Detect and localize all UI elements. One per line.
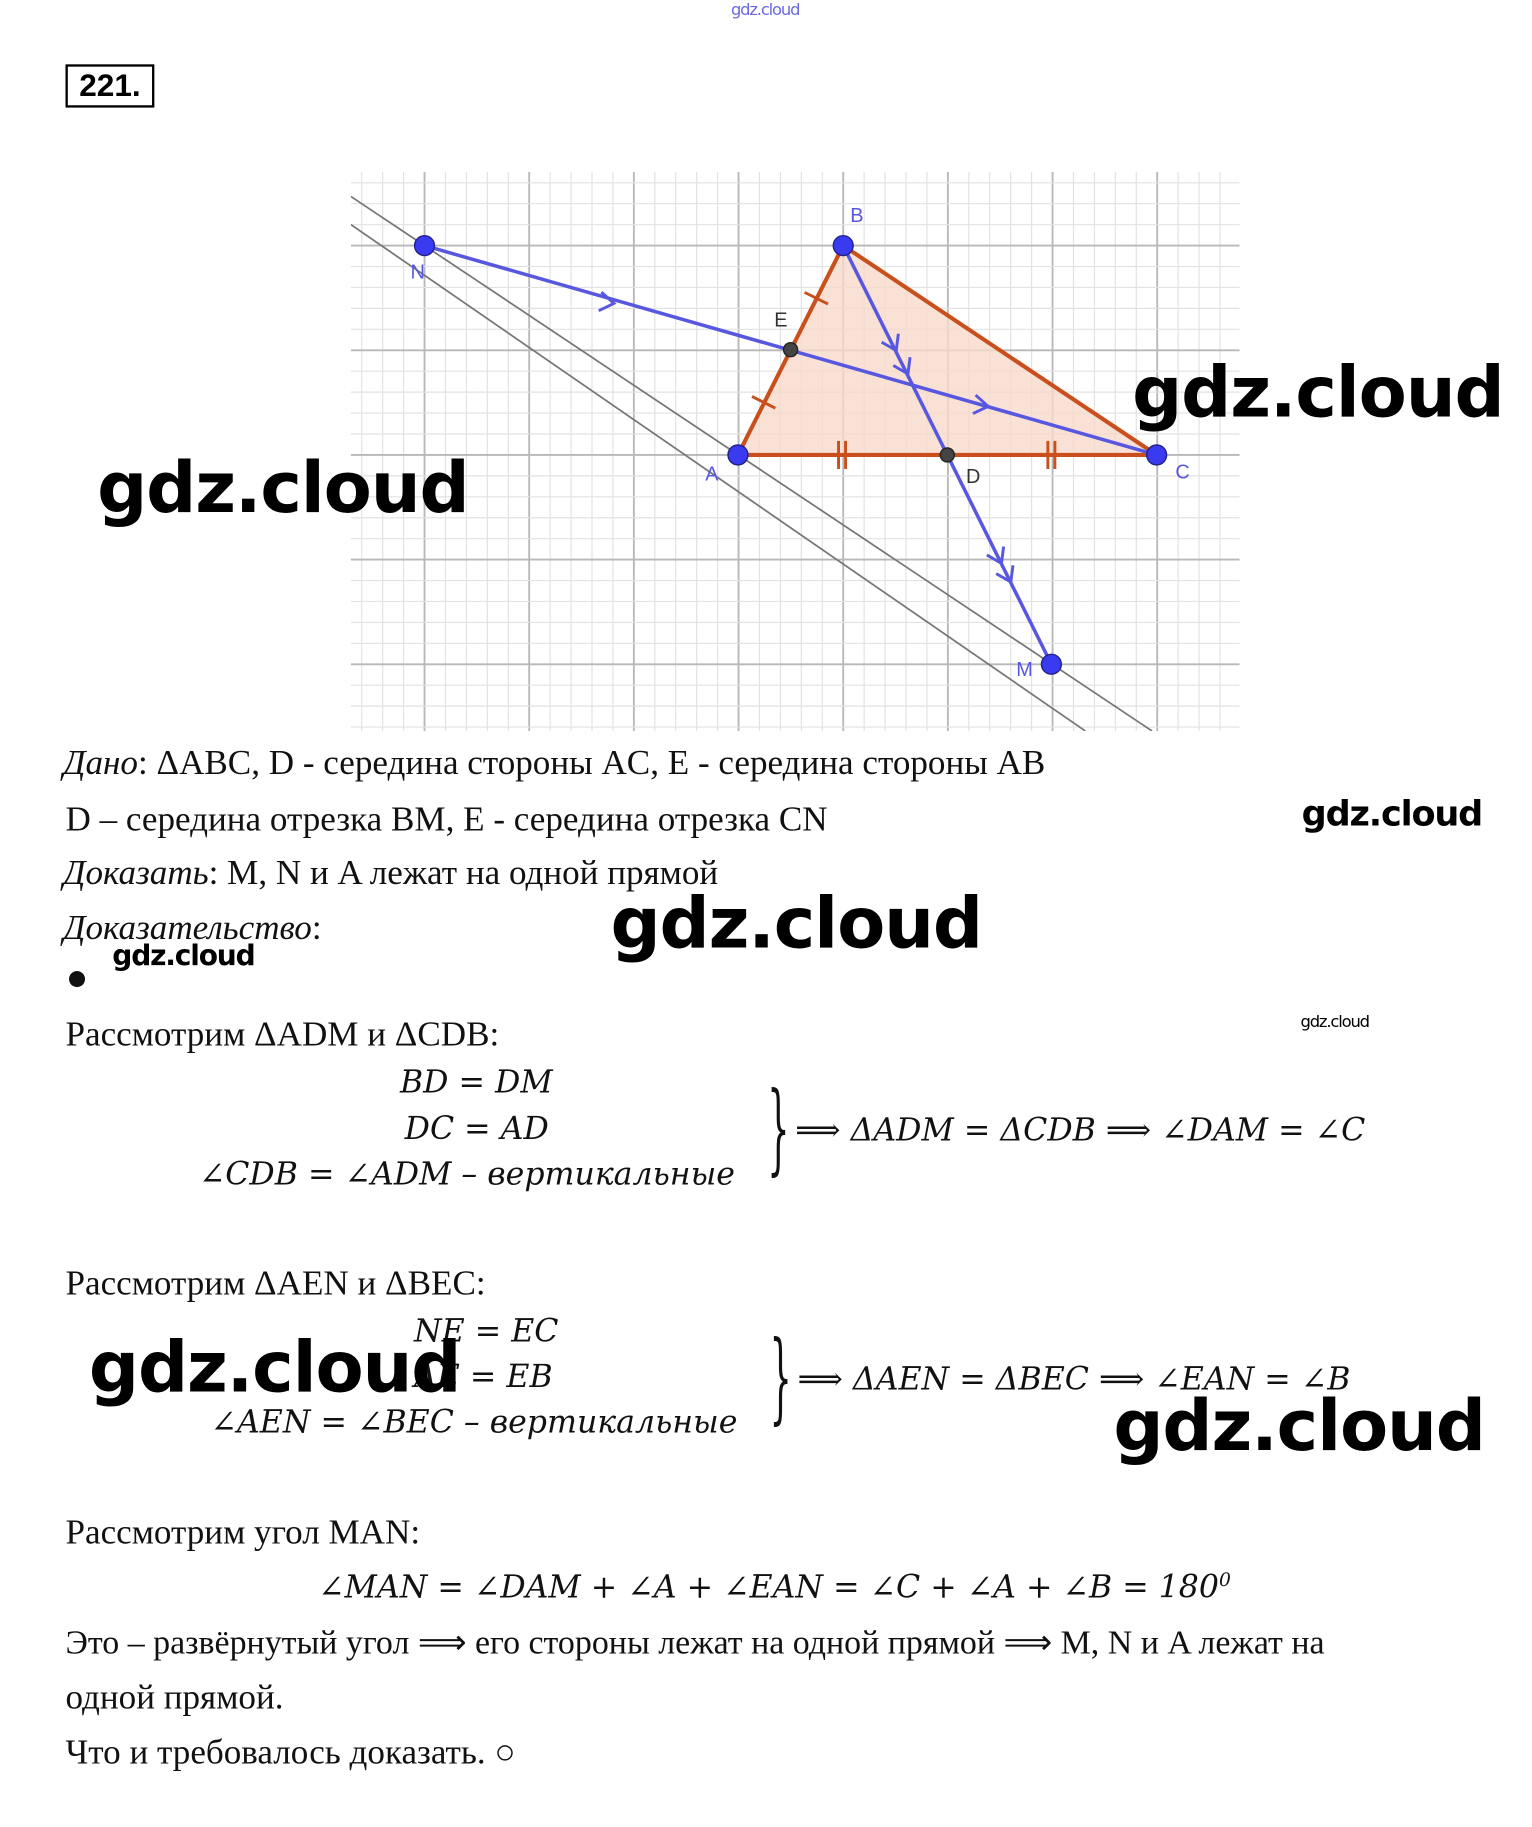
formula-text: ∠MAN = ∠DAM + ∠A + ∠EAN = ∠C + ∠A + ∠B =… bbox=[318, 1569, 1219, 1606]
step2-eq1: NE = EC bbox=[414, 1313, 559, 1350]
given-text: : ΔABC, D - середина стороны AC, E - сер… bbox=[137, 743, 1046, 783]
watermark: gdz.cloud bbox=[1132, 352, 1505, 434]
point-label-n: N bbox=[410, 261, 424, 283]
watermark: gdz.cloud bbox=[88, 1327, 462, 1410]
watermark: gdz.cloud bbox=[1300, 1012, 1370, 1032]
watermark: gdz.cloud bbox=[1301, 794, 1484, 836]
tick-mark bbox=[751, 395, 777, 410]
qed: Что и требовалось доказать. ○ bbox=[65, 1733, 516, 1772]
colon: : bbox=[311, 908, 322, 948]
conclusion-line-2: одной прямой. bbox=[65, 1678, 284, 1717]
brace: } bbox=[769, 1322, 792, 1438]
step1-eq3: ∠CDB = ∠ADM – вертикальные bbox=[198, 1156, 736, 1193]
arrow-mark bbox=[995, 565, 1015, 585]
arrow-mark bbox=[880, 333, 900, 353]
conclusion-line-1: Это – развёрнутый угол ⟹ его стороны леж… bbox=[65, 1624, 1325, 1662]
brace: } bbox=[767, 1073, 790, 1189]
arrow-mark bbox=[598, 291, 617, 312]
point-d bbox=[939, 447, 956, 463]
degree: 0 bbox=[1218, 1568, 1231, 1591]
watermark: gdz.cloud bbox=[97, 447, 470, 530]
step3-intro: Рассмотрим угол MAN: bbox=[65, 1513, 421, 1552]
watermark-top: gdz.cloud bbox=[730, 1, 801, 20]
arrow-mark bbox=[892, 356, 912, 377]
arrow-mark bbox=[972, 393, 991, 415]
given-line-1: Дано: ΔABC, D - середина стороны AC, E -… bbox=[63, 746, 1045, 781]
arrow-mark bbox=[986, 546, 1006, 566]
triangle-fill bbox=[737, 245, 1157, 455]
given-line-2: D – середина отрезка BM, E - середина от… bbox=[65, 799, 828, 839]
step2-eq2: AE = EB bbox=[414, 1358, 553, 1396]
watermark: gdz.cloud bbox=[610, 882, 983, 965]
step1-result: ⟹ ΔADM = ΔCDB ⟹ ∠DAM = ∠C bbox=[795, 1112, 1366, 1149]
triangle-side bbox=[842, 243, 1158, 457]
line-through-n-a-m bbox=[350, 195, 1153, 731]
step1-eq1: BD = DM bbox=[399, 1064, 553, 1101]
bullet: ● bbox=[67, 966, 87, 991]
tick-mark bbox=[803, 291, 829, 306]
step1-eq2: DC = AD bbox=[404, 1111, 549, 1148]
point-label-e: E bbox=[774, 309, 787, 331]
step2-eq3: ∠AEN = ∠BEC – вертикальные bbox=[210, 1404, 738, 1441]
point-label-b: B bbox=[850, 205, 863, 227]
step3-formula: ∠MAN = ∠DAM + ∠A + ∠EAN = ∠C + ∠A + ∠B =… bbox=[318, 1568, 1231, 1606]
point-e bbox=[782, 341, 799, 358]
prove-label: Доказать bbox=[63, 853, 209, 893]
problem-number: 221. bbox=[65, 64, 155, 108]
proof-label: Доказательство bbox=[63, 908, 312, 948]
point-n bbox=[413, 234, 436, 257]
step1-intro: Рассмотрим ΔADM и ΔCDB: bbox=[65, 1015, 500, 1054]
given-label: Дано bbox=[63, 743, 138, 783]
step2-result: ⟹ ΔAEN = ΔBEC ⟹ ∠EAN = ∠B bbox=[797, 1361, 1351, 1398]
point-a bbox=[727, 444, 749, 466]
point-label-d: D bbox=[966, 466, 980, 488]
watermark: gdz.cloud bbox=[1113, 1385, 1486, 1468]
point-label-c: C bbox=[1175, 461, 1189, 483]
prove-line: Доказать: M, N и A лежат на одной прямой bbox=[63, 853, 719, 893]
watermark: gdz.cloud bbox=[112, 939, 255, 972]
point-label-m: M bbox=[1016, 659, 1033, 681]
point-c bbox=[1145, 444, 1168, 466]
point-b bbox=[832, 234, 854, 257]
geometry-figure: N B E A D C M bbox=[350, 171, 1240, 731]
point-label-a: A bbox=[705, 464, 719, 486]
proof-heading: Доказательство: bbox=[63, 908, 322, 948]
prove-text: : M, N и A лежат на одной прямой bbox=[208, 853, 719, 893]
point-m bbox=[1040, 653, 1063, 675]
step2-intro: Рассмотрим ΔAEN и ΔBEC: bbox=[65, 1264, 486, 1303]
auxiliary-line bbox=[350, 223, 1086, 731]
